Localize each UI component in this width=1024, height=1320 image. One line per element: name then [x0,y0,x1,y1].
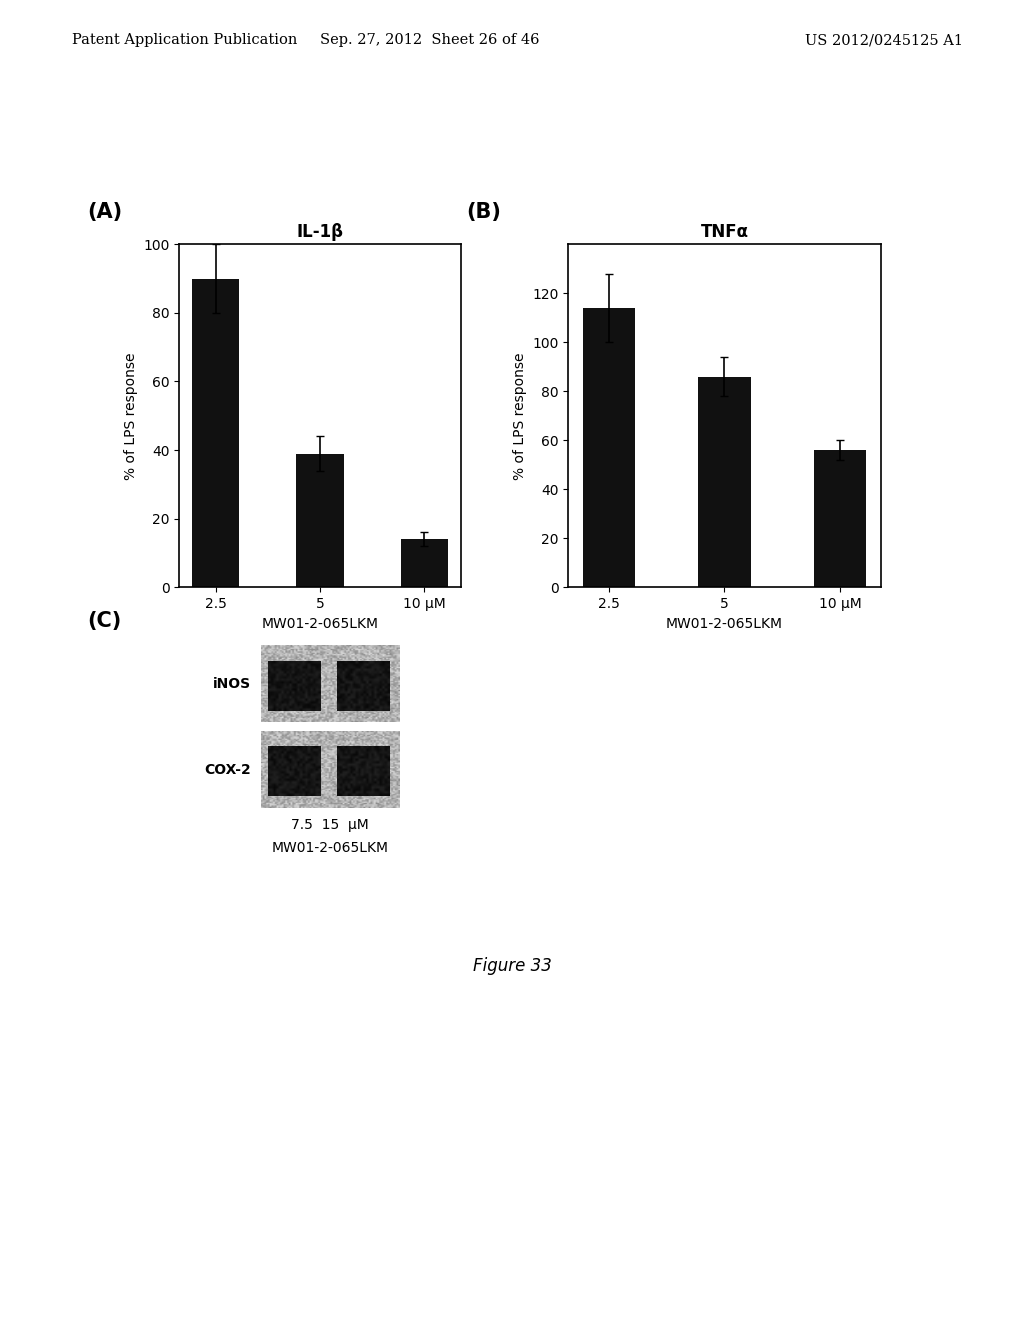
Bar [401,540,449,587]
Text: (A): (A) [87,202,122,222]
Bar [814,450,866,587]
Bar [583,308,635,587]
Y-axis label: % of LPS response: % of LPS response [124,352,137,479]
Bar [698,376,751,587]
Text: iNOS: iNOS [213,677,251,690]
Y-axis label: % of LPS response: % of LPS response [513,352,526,479]
Text: (B): (B) [466,202,501,222]
Text: Figure 33: Figure 33 [472,957,552,975]
Text: US 2012/0245125 A1: US 2012/0245125 A1 [805,33,963,48]
Text: (C): (C) [87,611,121,631]
X-axis label: MW01-2-065LKM: MW01-2-065LKM [261,616,379,631]
Text: 7.5  15  μM: 7.5 15 μM [291,818,369,833]
Title: TNFα: TNFα [700,223,749,242]
Text: COX-2: COX-2 [204,763,251,776]
Bar [193,279,239,587]
Text: Sep. 27, 2012  Sheet 26 of 46: Sep. 27, 2012 Sheet 26 of 46 [321,33,540,48]
Bar [297,454,343,587]
Text: Patent Application Publication: Patent Application Publication [72,33,297,48]
Title: IL-1β: IL-1β [297,223,343,242]
Text: MW01-2-065LKM: MW01-2-065LKM [271,841,388,855]
X-axis label: MW01-2-065LKM: MW01-2-065LKM [666,616,783,631]
